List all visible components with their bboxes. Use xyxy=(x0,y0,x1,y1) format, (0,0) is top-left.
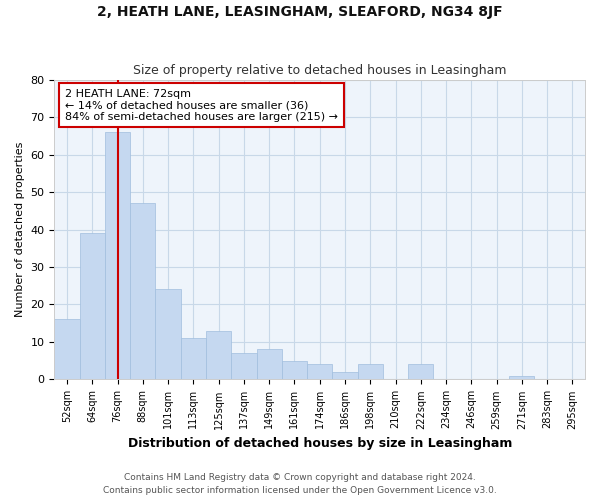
Bar xyxy=(332,372,358,380)
Text: Contains HM Land Registry data © Crown copyright and database right 2024.
Contai: Contains HM Land Registry data © Crown c… xyxy=(103,474,497,495)
Bar xyxy=(282,360,307,380)
Bar xyxy=(257,350,282,380)
Y-axis label: Number of detached properties: Number of detached properties xyxy=(15,142,25,317)
Bar xyxy=(509,376,535,380)
Bar xyxy=(105,132,130,380)
Bar xyxy=(358,364,383,380)
Bar xyxy=(307,364,332,380)
Bar xyxy=(155,290,181,380)
Bar xyxy=(80,233,105,380)
X-axis label: Distribution of detached houses by size in Leasingham: Distribution of detached houses by size … xyxy=(128,437,512,450)
Bar xyxy=(206,330,231,380)
Bar xyxy=(231,353,257,380)
Title: Size of property relative to detached houses in Leasingham: Size of property relative to detached ho… xyxy=(133,64,506,77)
Bar xyxy=(408,364,433,380)
Bar xyxy=(181,338,206,380)
Bar xyxy=(55,320,80,380)
Bar xyxy=(130,204,155,380)
Text: 2, HEATH LANE, LEASINGHAM, SLEAFORD, NG34 8JF: 2, HEATH LANE, LEASINGHAM, SLEAFORD, NG3… xyxy=(97,5,503,19)
Text: 2 HEATH LANE: 72sqm
← 14% of detached houses are smaller (36)
84% of semi-detach: 2 HEATH LANE: 72sqm ← 14% of detached ho… xyxy=(65,88,338,122)
